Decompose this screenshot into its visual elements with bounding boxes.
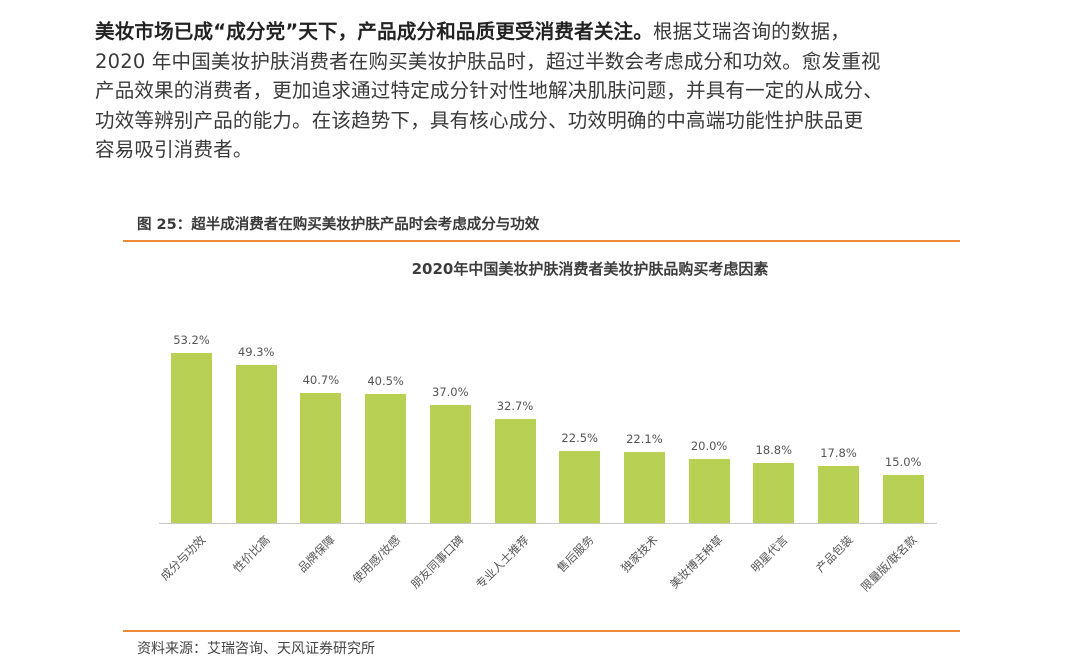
x-tick-label: 独家技术	[618, 532, 661, 576]
bar-value-label: 22.5%	[561, 431, 598, 445]
bar	[623, 452, 665, 523]
bar-value-label: 17.8%	[820, 446, 857, 460]
bar	[300, 393, 342, 523]
intro-paragraph: 美妆市场已成“成分党”天下，产品成分和品质更受消费者关注。根据艾瑞咨询的数据， …	[95, 17, 985, 165]
paragraph-line-5: 容易吸引消费者。	[95, 138, 253, 161]
figure-caption: 图 25：超半成消费者在购买美妆护肤产品时会考虑成分与功效	[137, 217, 540, 233]
bar-value-label: 32.7%	[496, 399, 534, 413]
paragraph-lead: 美妆市场已成“成分党”天下，产品成分和品质更受消费者关注。	[95, 20, 653, 43]
paragraph-line-2: 2020 年中国美妆护肤消费者在购买美妆护肤品时，超过半数会考虑成分和功效。愈发…	[95, 49, 881, 73]
bar	[429, 405, 471, 523]
bar-value-label: 40.7%	[302, 373, 340, 387]
chart-title: 2020年中国美妆护肤消费者美妆护肤品购买考虑因素	[411, 260, 769, 278]
x-tick-label: 美妆博主种草	[667, 532, 726, 592]
x-tick-label: 品牌保障	[295, 532, 338, 576]
figure-source: 资料来源：艾瑞咨询、天风证券研究所	[137, 641, 375, 657]
x-tick-label: 使用感/妆感	[349, 532, 403, 587]
bar-value-label: 40.5%	[367, 374, 404, 388]
bar	[818, 466, 859, 523]
bar	[882, 475, 924, 523]
caption-divider	[123, 240, 960, 242]
bar-value-label: 22.1%	[626, 432, 663, 446]
x-tick-label: 性价比高	[230, 532, 273, 576]
source-divider	[123, 630, 960, 632]
bar	[494, 419, 536, 523]
x-tick-label: 专业人士推荐	[472, 532, 532, 592]
x-tick-label: 明星代言	[747, 532, 791, 576]
paragraph-line-4: 功效等辨别产品的能力。在该趋势下，具有核心成分、功效明确的中高端功能性护肤品更	[95, 108, 864, 132]
bar-value-label: 15.0%	[884, 455, 922, 469]
paragraph-line-1: 美妆市场已成“成分党”天下，产品成分和品质更受消费者关注。根据艾瑞咨询的数据，	[95, 17, 985, 47]
x-tick-label: 成分与功效	[157, 532, 208, 584]
x-tick-label: 售后服务	[553, 532, 597, 576]
bar-value-label: 53.2%	[173, 333, 210, 347]
bar-value-label: 18.8%	[755, 443, 793, 457]
paragraph-line-1-rest: 根据艾瑞咨询的数据，	[652, 20, 850, 43]
x-tick-label: 限量版/联名款	[858, 532, 920, 595]
bar-chart-plot-area: 53.2% 49.3% 40.7% 40.5% 37.0% 32.7% 22.5% 22.1%…	[159, 300, 937, 524]
x-tick-label: 产品包装	[812, 532, 856, 576]
x-tick-label: 朋友同事口碑	[408, 532, 467, 592]
bar-value-label: 37.0%	[432, 385, 469, 399]
bar	[235, 365, 277, 523]
bar-value-label: 20.0%	[690, 439, 728, 453]
x-axis-line	[159, 523, 937, 524]
paragraph-line-3: 产品效果的消费者，更加追求通过特定成分针对性地解决肌肤问题，并具有一定的从成分、	[95, 79, 884, 102]
bar	[365, 394, 407, 523]
bar	[559, 451, 601, 523]
bar-value-label: 49.3%	[237, 345, 275, 359]
bar	[171, 353, 212, 523]
bar	[753, 463, 795, 523]
bar	[688, 459, 730, 523]
